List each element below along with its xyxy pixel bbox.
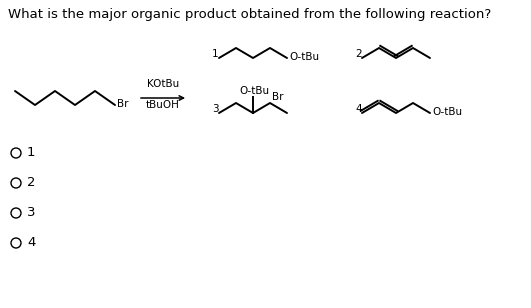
Text: Br: Br <box>272 92 284 102</box>
Text: O-tBu: O-tBu <box>289 52 319 62</box>
Text: 4: 4 <box>27 237 36 249</box>
Text: O-tBu: O-tBu <box>239 86 269 96</box>
Text: 2: 2 <box>27 176 36 189</box>
Text: 1: 1 <box>27 147 36 160</box>
Text: What is the major organic product obtained from the following reaction?: What is the major organic product obtain… <box>8 8 491 21</box>
Text: 4: 4 <box>355 104 362 114</box>
Text: Br: Br <box>117 99 129 109</box>
Text: 2: 2 <box>355 49 362 59</box>
Text: O-tBu: O-tBu <box>432 107 462 117</box>
Text: 3: 3 <box>27 206 36 220</box>
Text: 1: 1 <box>212 49 219 59</box>
Text: tBuOH: tBuOH <box>146 100 180 110</box>
Text: KOtBu: KOtBu <box>147 79 179 89</box>
Text: 3: 3 <box>212 104 219 114</box>
